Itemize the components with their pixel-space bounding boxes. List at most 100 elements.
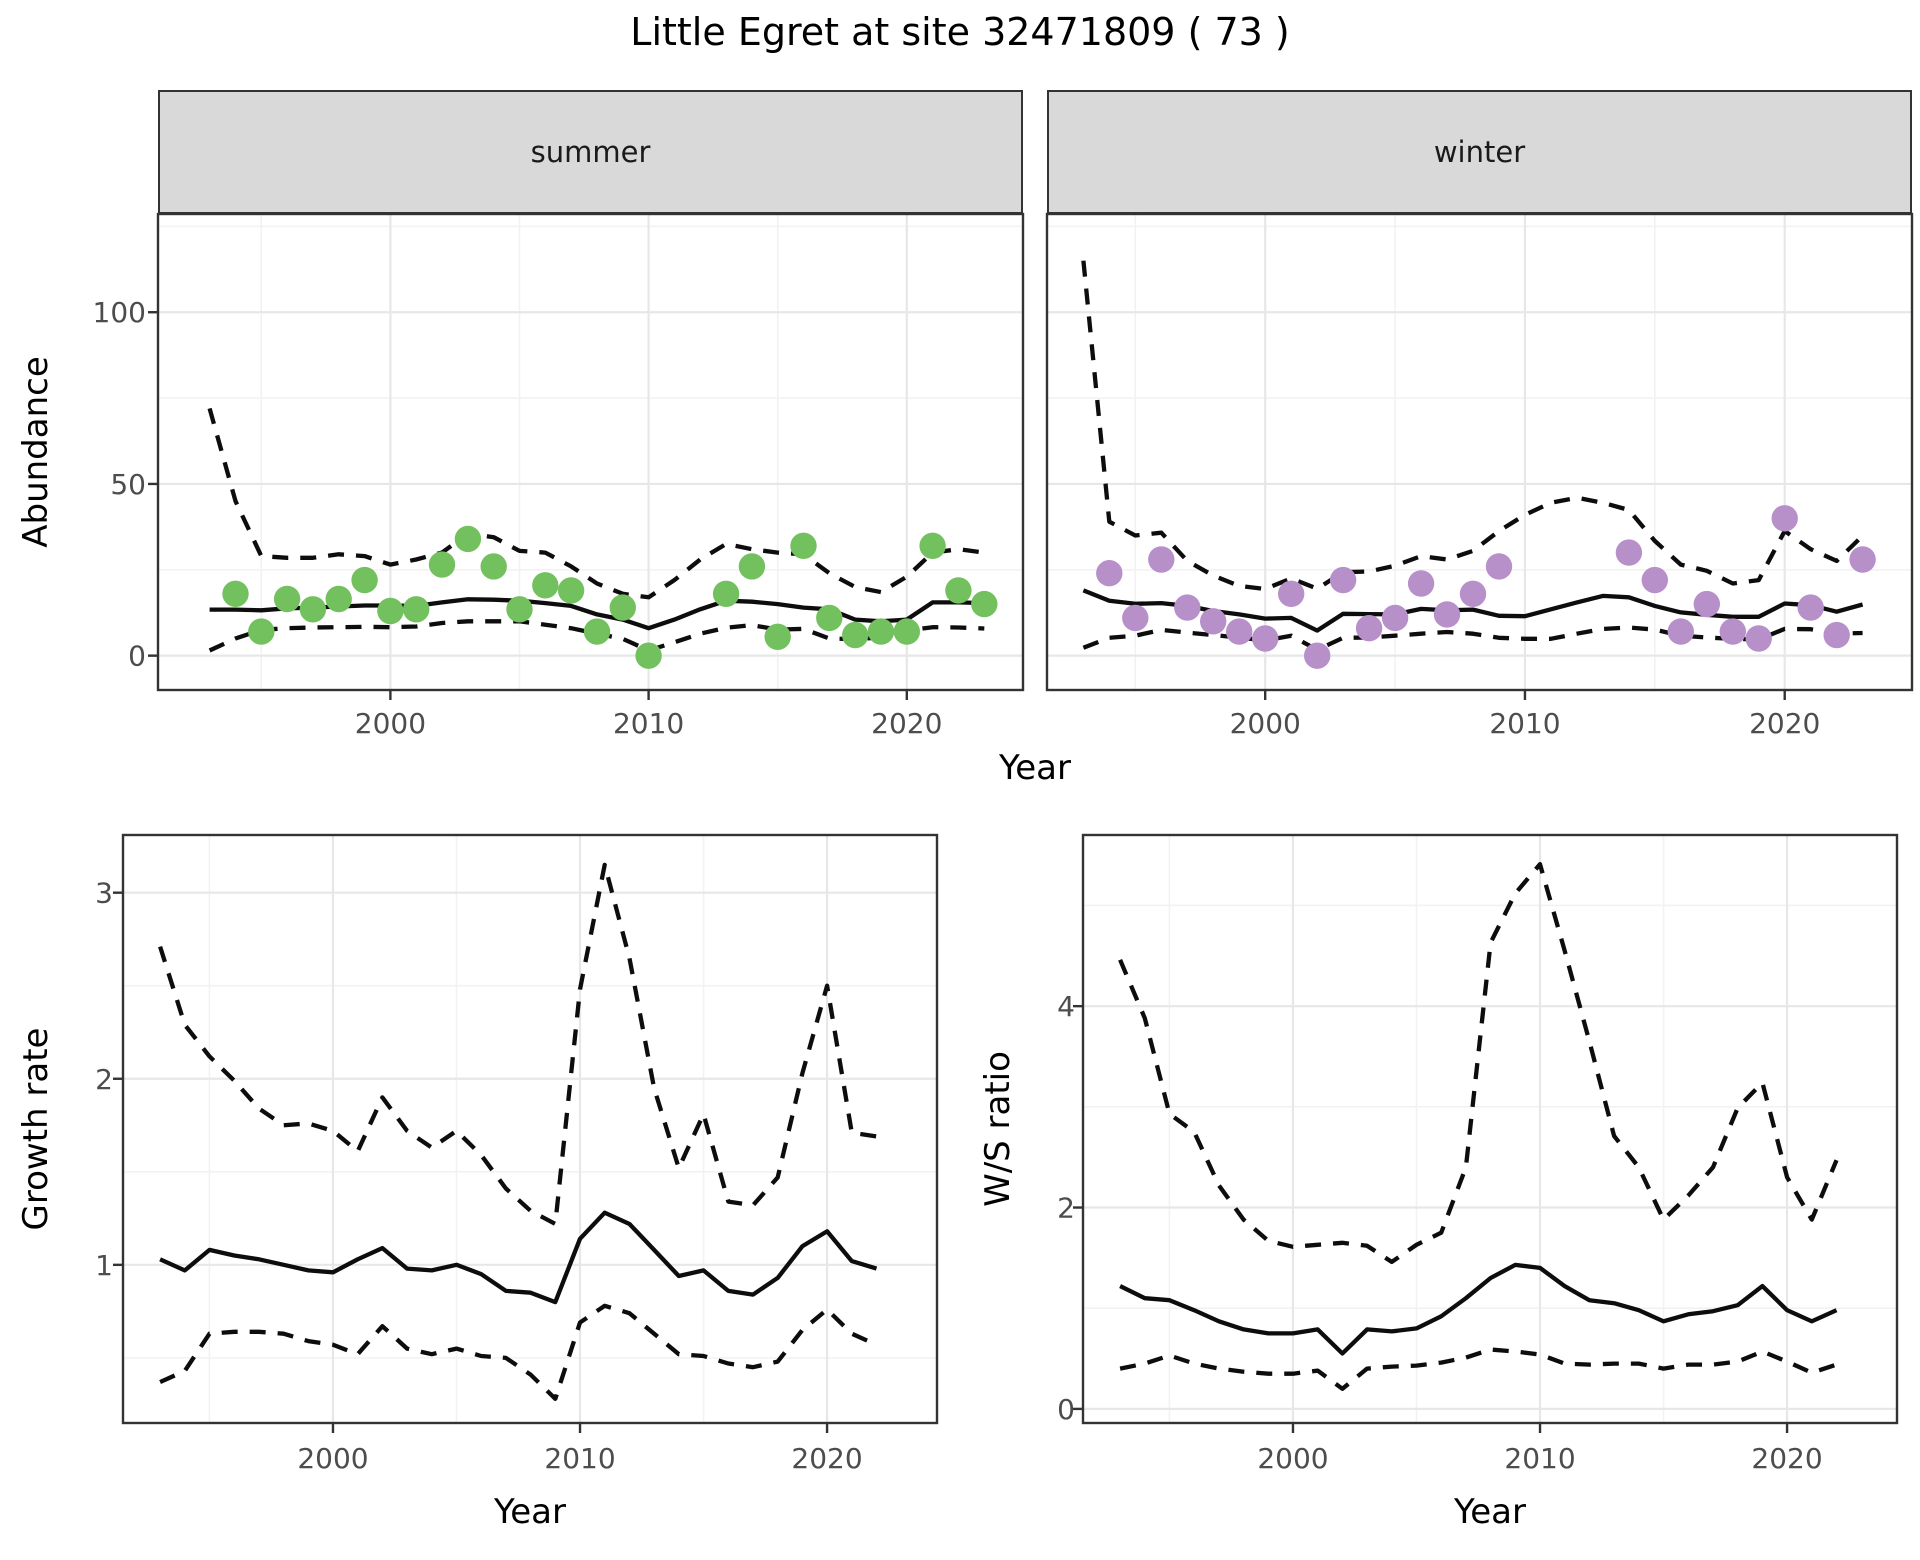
growth-rate-panel: 2000 2010 2020 1 2 3 bbox=[95, 833, 939, 1475]
abundance-winter-data-point bbox=[1381, 604, 1409, 632]
abundance-winter-data-point bbox=[1693, 590, 1721, 618]
abundance-winter-data-point bbox=[1615, 539, 1643, 566]
abundance-summer-data-point bbox=[506, 596, 533, 623]
ws-ratio-x-tick-label: 2020 bbox=[1751, 1442, 1822, 1475]
abundance-summer-ci_upper-line bbox=[207, 407, 985, 600]
growth-rate-x-tick-label: 2010 bbox=[544, 1442, 615, 1475]
ws-ratio-y-tick-label: 4 bbox=[1057, 990, 1075, 1023]
abundance-summer-y-tick-label: 100 bbox=[93, 296, 146, 329]
abundance-summer-y-tick-label: 50 bbox=[110, 468, 146, 501]
abundance-winter-data-point bbox=[1849, 546, 1876, 573]
growth-rate-panel-border bbox=[121, 833, 939, 1425]
abundance-summer-data-point bbox=[635, 642, 662, 669]
abundance-summer-data-point bbox=[842, 621, 869, 649]
abundance-winter-data-point bbox=[1329, 566, 1357, 594]
growth-rate-gridlines bbox=[123, 835, 937, 1423]
abundance-winter-data-point bbox=[1200, 608, 1227, 635]
abundance-winter-data-point bbox=[1252, 625, 1279, 652]
facet-strip-winter: winter bbox=[1047, 90, 1912, 214]
abundance-summer-data-point bbox=[738, 553, 766, 580]
abundance-summer-data-point bbox=[248, 618, 275, 645]
facet-strip-summer-label: summer bbox=[530, 135, 651, 169]
abundance-winter-data-point bbox=[1797, 594, 1824, 621]
abundance-summer-data-point bbox=[790, 532, 817, 559]
abundance-winter-data-point bbox=[1304, 642, 1331, 669]
abundance-winter-data-point bbox=[1771, 505, 1798, 532]
abundance-summer-gridlines bbox=[158, 214, 1023, 690]
abundance-summer-x-tick-label: 2010 bbox=[613, 707, 684, 740]
growth-rate-ci_upper-line bbox=[158, 862, 877, 1227]
abundance-winter-points bbox=[1096, 505, 1876, 669]
abundance-winter-data-point bbox=[1485, 553, 1513, 580]
abundance-winter-axis-ticks: 2000 2010 2020 bbox=[1230, 690, 1820, 740]
abundance-summer-data-point bbox=[428, 551, 456, 578]
abundance-summer-data-point bbox=[454, 525, 482, 553]
abundance-winter-data-point bbox=[1745, 625, 1772, 652]
abundance-winter-x-tick-label: 2010 bbox=[1489, 707, 1560, 740]
abundance-winter-x-tick-label: 2020 bbox=[1749, 707, 1820, 740]
ws-ratio-panel: 2000 2010 2020 0 2 4 bbox=[1057, 833, 1899, 1475]
abundance-summer-data-point bbox=[351, 566, 378, 594]
y-axis-title-abundance: Abundance bbox=[16, 356, 56, 548]
abundance-winter-data-point bbox=[1459, 580, 1487, 607]
growth-rate-y-tick-label: 2 bbox=[95, 1063, 113, 1096]
abundance-summer-data-point bbox=[609, 594, 636, 621]
ws-ratio-gridlines bbox=[1083, 835, 1897, 1423]
abundance-summer-data-point bbox=[945, 577, 972, 604]
abundance-winter-data-point bbox=[1667, 618, 1695, 645]
abundance-winter-data-point bbox=[1407, 570, 1435, 597]
ws-ratio-y-tick-label: 2 bbox=[1057, 1192, 1075, 1225]
ws-ratio-x-tick-label: 2010 bbox=[1504, 1442, 1575, 1475]
x-axis-title-year-ws: Year bbox=[1454, 1492, 1526, 1532]
abundance-summer-data-point bbox=[557, 577, 585, 604]
abundance-summer-data-point bbox=[325, 585, 352, 613]
abundance-summer-data-point bbox=[919, 532, 946, 559]
abundance-winter-panel-border bbox=[1045, 212, 1914, 692]
ws-ratio-x-tick-label: 2000 bbox=[1257, 1442, 1328, 1475]
x-axis-title-year-growth: Year bbox=[494, 1492, 566, 1532]
abundance-winter-panel: 2000 2010 2020 bbox=[1045, 212, 1914, 740]
abundance-summer-data-point bbox=[377, 597, 404, 625]
abundance-summer-data-point bbox=[480, 553, 507, 580]
abundance-winter-data-point bbox=[1433, 601, 1461, 628]
abundance-winter-data-point bbox=[1174, 594, 1201, 621]
abundance-summer-data-point bbox=[273, 585, 301, 613]
abundance-winter-data-point bbox=[1823, 621, 1850, 649]
growth-rate-x-tick-label: 2020 bbox=[791, 1442, 862, 1475]
abundance-winter-data-point bbox=[1719, 618, 1747, 645]
abundance-winter-gridlines bbox=[1047, 214, 1912, 690]
ws-ratio-y-tick-label: 0 bbox=[1057, 1393, 1075, 1426]
growth-rate-ci_lower-line bbox=[159, 1303, 878, 1401]
facet-strip-winter-label: winter bbox=[1433, 135, 1526, 169]
abundance-summer-data-point bbox=[403, 596, 430, 623]
growth-rate-median-line bbox=[159, 1210, 878, 1305]
abundance-summer-data-point bbox=[299, 596, 327, 623]
abundance-winter-data-point bbox=[1226, 618, 1253, 645]
x-axis-title-year-top: Year bbox=[999, 748, 1071, 788]
abundance-summer-data-point bbox=[532, 572, 559, 599]
abundance-summer-points bbox=[222, 525, 998, 669]
growth-rate-y-tick-label: 1 bbox=[95, 1249, 113, 1282]
abundance-summer-data-point bbox=[712, 580, 740, 607]
abundance-winter-data-point bbox=[1278, 580, 1305, 607]
ws-ratio-panel-border bbox=[1081, 833, 1899, 1425]
abundance-winter-x-tick-label: 2000 bbox=[1230, 707, 1301, 740]
ws-ratio-median-line bbox=[1119, 1262, 1838, 1356]
y-axis-title-growth-rate: Growth rate bbox=[16, 1027, 56, 1231]
page-title: Little Egret at site 32471809 ( 73 ) bbox=[630, 10, 1290, 54]
abundance-summer-data-point bbox=[893, 618, 920, 645]
abundance-summer-data-point bbox=[867, 618, 895, 645]
abundance-summer-data-point bbox=[583, 618, 611, 645]
growth-rate-y-tick-label: 3 bbox=[95, 877, 113, 910]
abundance-winter-ci_upper-line bbox=[1081, 260, 1865, 592]
abundance-summer-axis-ticks: 2000 2010 2020 0 50 100 bbox=[93, 296, 943, 740]
abundance-summer-panel-border bbox=[156, 212, 1025, 692]
abundance-winter-data-point bbox=[1122, 604, 1149, 632]
abundance-winter-ci_lower-line bbox=[1082, 625, 1863, 652]
abundance-summer-data-point bbox=[764, 623, 791, 650]
abundance-winter-data-point bbox=[1096, 560, 1123, 587]
abundance-winter-data-point bbox=[1148, 546, 1175, 573]
ws-ratio-ci_upper-line bbox=[1118, 862, 1839, 1265]
abundance-summer-x-tick-label: 2000 bbox=[355, 707, 426, 740]
ws-ratio-axis-ticks: 2000 2010 2020 0 2 4 bbox=[1057, 990, 1823, 1475]
